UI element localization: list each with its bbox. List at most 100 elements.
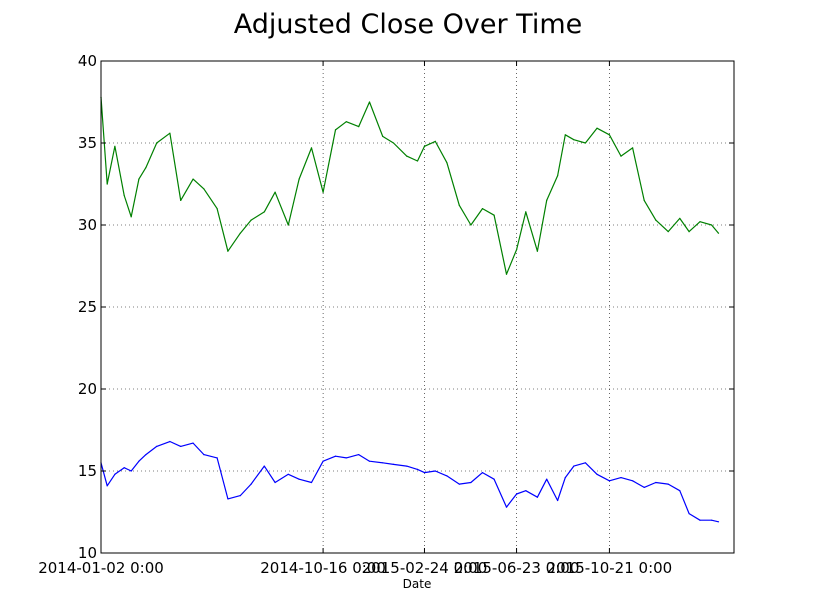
data-point (368, 101, 371, 103)
data-point (688, 231, 690, 233)
data-point (632, 480, 634, 482)
data-point (546, 199, 548, 201)
data-point (557, 499, 559, 502)
data-point (667, 483, 669, 485)
series-line-0 (100, 97, 719, 275)
data-point (406, 155, 408, 157)
data-point (169, 440, 171, 443)
data-point (564, 134, 566, 136)
data-point (711, 224, 713, 226)
data-point (156, 445, 158, 447)
data-point (423, 472, 426, 474)
data-point (655, 481, 657, 484)
y-tick-label: 20 (78, 380, 97, 398)
data-point (138, 460, 140, 462)
y-tick-label: 40 (78, 52, 97, 70)
data-point (525, 211, 527, 213)
data-point (608, 480, 611, 482)
x-tick-labels: 2014-01-02 0:00 2014-10-16 0:002015-02-24… (38, 559, 672, 577)
y-tick-label: 30 (78, 216, 97, 234)
data-point (192, 442, 194, 444)
data-point (564, 477, 566, 479)
data-point (310, 147, 313, 149)
data-point (114, 145, 116, 147)
data-point (382, 135, 384, 137)
y-tick-labels: 10 15 20 25 30 35 40 (78, 52, 97, 562)
y-tick-label: 25 (78, 298, 97, 316)
data-point (310, 481, 313, 484)
data-point (481, 472, 484, 474)
data-point (423, 145, 426, 147)
data-point (334, 129, 337, 131)
data-point (667, 231, 669, 233)
data-point (584, 462, 587, 464)
data-point (138, 178, 140, 180)
data-point (608, 134, 611, 136)
data-point (106, 183, 108, 185)
data-point (632, 147, 634, 149)
data-point (458, 483, 460, 485)
data-point (434, 470, 436, 472)
data-point (620, 477, 622, 479)
data-point (717, 232, 720, 234)
data-point (106, 485, 108, 487)
data-point (446, 475, 448, 477)
data-point (546, 478, 548, 480)
data-point (123, 194, 125, 197)
data-point (416, 468, 419, 470)
data-point (287, 473, 289, 475)
data-point (145, 167, 147, 169)
data-point (216, 208, 218, 210)
data-point (358, 126, 360, 128)
y-tick-label: 15 (78, 462, 97, 480)
data-point (322, 191, 324, 193)
data-point (274, 481, 276, 484)
x-tick-label: 2015-06-23 0:00 (454, 559, 580, 577)
data-point (227, 250, 229, 252)
data-point (250, 219, 252, 221)
y-tick-label: 10 (78, 544, 97, 562)
x-axis-label: Date (403, 577, 432, 591)
data-point (536, 496, 539, 498)
data-point (392, 463, 395, 465)
data-point (573, 465, 575, 467)
data-point (643, 199, 645, 201)
series-line-1 (100, 440, 719, 523)
data-point (203, 454, 205, 456)
data-point (156, 142, 158, 144)
data-point (287, 224, 289, 226)
data-point (573, 139, 575, 141)
data-point (679, 490, 681, 492)
data-point (263, 465, 265, 467)
data-point (130, 470, 132, 472)
data-point (717, 521, 720, 523)
data-point (114, 473, 116, 475)
data-point (505, 506, 508, 508)
data-point (481, 208, 484, 210)
data-point (596, 127, 598, 129)
data-point (145, 454, 147, 456)
x-tick-label: 2015-10-21 0:00 (547, 559, 673, 577)
data-point (470, 481, 472, 484)
data-point (557, 175, 559, 177)
data-point (358, 454, 360, 456)
data-point (169, 132, 171, 134)
data-point (298, 478, 300, 480)
x-tick-label: 2014-10-16 0:00 (260, 559, 386, 577)
data-point (470, 224, 472, 226)
data-point (505, 273, 508, 275)
data-point (203, 188, 205, 190)
data-point (392, 142, 395, 144)
data-point (298, 178, 300, 180)
data-point (180, 199, 182, 201)
data-point (227, 498, 229, 500)
data-point (688, 513, 690, 515)
data-point (493, 214, 495, 216)
data-point (239, 232, 241, 234)
data-point (334, 455, 337, 457)
data-point (406, 465, 408, 467)
data-point (596, 473, 598, 475)
series-layer (100, 96, 720, 523)
x-tick-label: 2015-02-24 0:00 (362, 559, 488, 577)
data-point (130, 216, 132, 218)
